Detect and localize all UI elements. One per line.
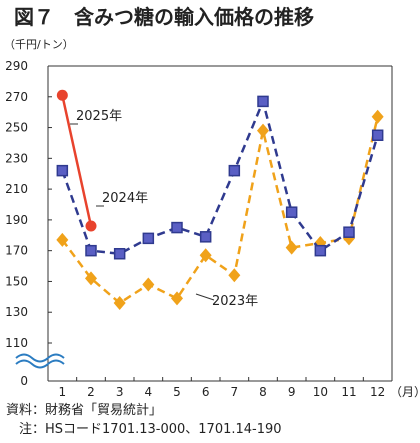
x-tick-label: 9 [288,385,296,399]
series-2023-point [56,232,69,247]
series-2023-point [171,291,183,306]
series-2023-point [113,295,126,310]
y-tick-label: 0 [20,374,28,388]
y-tick-label: 150 [5,274,28,288]
chart-title: 図７ 含みつ糖の輸入価格の推移 [14,5,314,29]
series-2023-point [257,123,269,138]
series-2024-point [314,244,327,257]
series-2024-point [228,164,241,177]
series-2023-point [228,268,241,283]
series-2024-point [371,129,384,141]
series-2024-point [113,247,126,260]
y-tick-label: 110 [5,336,28,350]
series-2024-point [199,231,212,243]
x-tick-label: 10 [313,385,328,399]
axis-break-icon [15,353,65,363]
x-tick-label: 8 [259,385,267,399]
series-2025-point [85,220,97,232]
y-tick-label: 190 [5,213,28,227]
x-tick-label: 5 [173,385,181,399]
series-2024-point [56,164,69,177]
series-2023-point [199,248,212,263]
x-tick-label: 11 [341,385,356,399]
x-axis-unit-label: （月） [390,385,420,399]
series-annotation: 2025年 [76,109,122,124]
series-2023-point [85,271,97,286]
x-tick-label: 7 [231,385,239,399]
x-tick-label: 6 [202,385,210,399]
annotation-leader [195,293,215,301]
series-2023-line [61,116,379,305]
y-tick-label: 170 [5,244,28,258]
source-note: 資料：財務省「貿易統計」 [6,403,163,418]
x-tick-label: 2 [87,385,95,399]
axis-break-icon [15,359,65,369]
footnote: 注：HSコード1701.13-000、1701.14-190 [6,422,282,437]
series-2023-point [371,109,384,124]
x-tick-label: 3 [116,385,124,399]
y-tick-label: 250 [5,121,28,135]
x-tick-label: 12 [370,385,385,399]
series-2024-point [85,244,97,257]
series-layer [56,89,384,310]
series-annotation: 2023年 [212,294,258,309]
series-2025-line [61,94,93,227]
x-tick-label: 1 [59,385,67,399]
series-2024-point [257,95,269,108]
annotation-layer: 2025年 2024年 2023年 [70,109,258,309]
series-2024-point [285,206,298,218]
series-annotation: 2024年 [102,191,148,206]
x-tick-label: 4 [145,385,153,399]
y-axis-unit-label: （千円/トン） [4,38,74,51]
y-tick-label: 130 [5,305,28,319]
y-tick-label: 290 [5,59,28,73]
series-2024-point [142,232,155,245]
series-2023-point [142,277,155,292]
y-tick-label: 230 [5,151,28,165]
series-2024-line [61,97,379,256]
series-2025-point [56,89,68,101]
series-2024-point [171,221,183,234]
y-tick-label: 270 [5,90,28,104]
series-2024-point [343,226,355,238]
series-2023-point [285,240,298,255]
y-tick-label: 210 [5,182,28,196]
